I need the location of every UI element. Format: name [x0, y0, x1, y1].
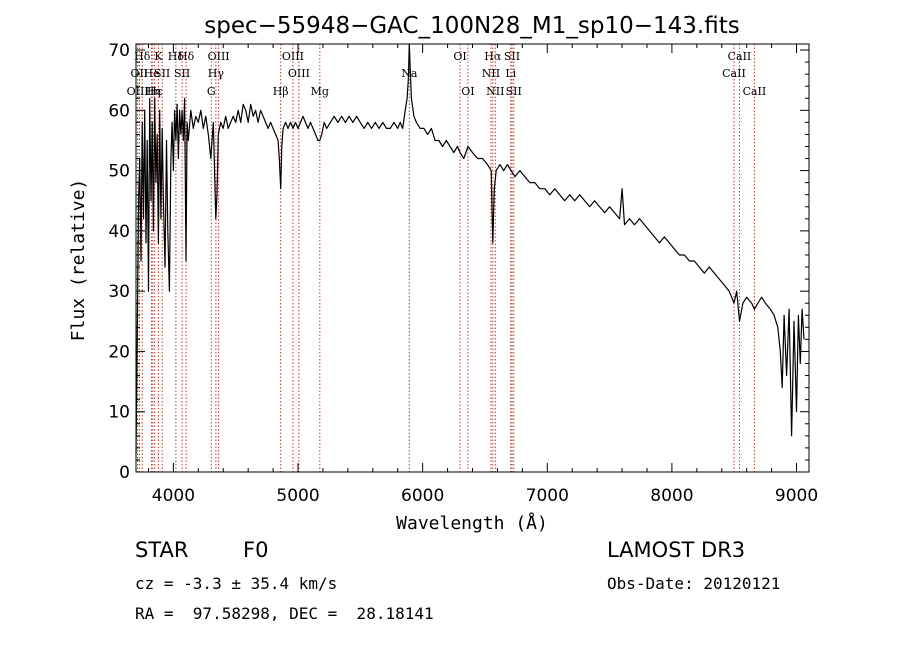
y-tick-label: 50 [108, 162, 130, 182]
chart-title: spec−55948−GAC_100N28_M1_sp10−143.fits [204, 13, 739, 39]
line-label: G [207, 85, 216, 98]
line-label: K [154, 50, 163, 63]
spectrum-chart: spec−55948−GAC_100N28_M1_sp10−143.fits H… [68, 13, 818, 534]
y-tick-label: 10 [108, 403, 130, 423]
x-axis-label: Wavelength (Å) [396, 512, 548, 534]
x-tick-label: 5000 [276, 486, 319, 506]
line-label: Hβ [273, 85, 289, 98]
line-label: Hη [145, 85, 161, 98]
x-tick-label: 8000 [650, 486, 693, 506]
line-label: SII [506, 85, 522, 98]
spectrum-line-0 [135, 43, 805, 454]
y-tick-label: 20 [108, 342, 130, 362]
line-label: SII [174, 67, 190, 80]
spectrum-series [135, 43, 805, 454]
x-axis: 4000 5000 6000 7000 8000 9000 [147, 44, 818, 506]
line-label: Hδ [178, 50, 195, 63]
coordinates: RA = 97.58298, DEC = 28.18141 [135, 604, 434, 623]
line-label: Li [505, 67, 516, 80]
y-tick-label: 40 [108, 222, 130, 242]
y-tick-label: 30 [108, 282, 130, 302]
x-tick-label: 6000 [401, 486, 444, 506]
line-label: OIII [288, 67, 310, 80]
y-tick-label: 60 [108, 101, 130, 121]
object-class: STAR [135, 538, 189, 562]
line-label: NII [482, 67, 500, 80]
line-label: OIII [282, 50, 304, 63]
line-label: Hε [147, 85, 163, 98]
line-label: Na [401, 67, 418, 80]
line-label: OI [461, 85, 474, 98]
survey-name: LAMOST DR3 [607, 538, 746, 562]
line-label: OIII [127, 85, 149, 98]
line-label: OIII [208, 50, 230, 63]
line-label: OII [131, 67, 149, 80]
line-label: Hγ [208, 67, 225, 80]
line-label: CaII [743, 85, 767, 98]
line-label: Hδ [134, 50, 151, 63]
plot-frame [135, 43, 810, 473]
line-label: Mg [311, 85, 329, 98]
line-label: Hα [484, 50, 502, 63]
y-axis: 0 10 20 30 40 50 60 70 [108, 41, 809, 483]
redshift-text: cz = -3.3 ± 35.4 km/s [135, 574, 338, 593]
obs-date: Obs-Date: 20120121 [607, 574, 781, 593]
line-label: Hδ [168, 50, 185, 63]
line-label: CaII [728, 50, 752, 63]
object-subclass: F0 [243, 538, 269, 562]
y-tick-label: 70 [108, 41, 130, 61]
line-label: SII [154, 67, 170, 80]
x-tick-label: 7000 [526, 486, 569, 506]
line-label: OI [453, 50, 466, 63]
line-label: NII [486, 85, 504, 98]
x-tick-label: 9000 [775, 486, 818, 506]
y-axis-label: Flux (relative) [68, 179, 89, 342]
line-label: He [144, 67, 160, 80]
x-tick-label: 4000 [152, 486, 195, 506]
line-label: SII [504, 50, 520, 63]
line-label: CaII [722, 67, 746, 80]
y-tick-label: 0 [119, 463, 130, 483]
